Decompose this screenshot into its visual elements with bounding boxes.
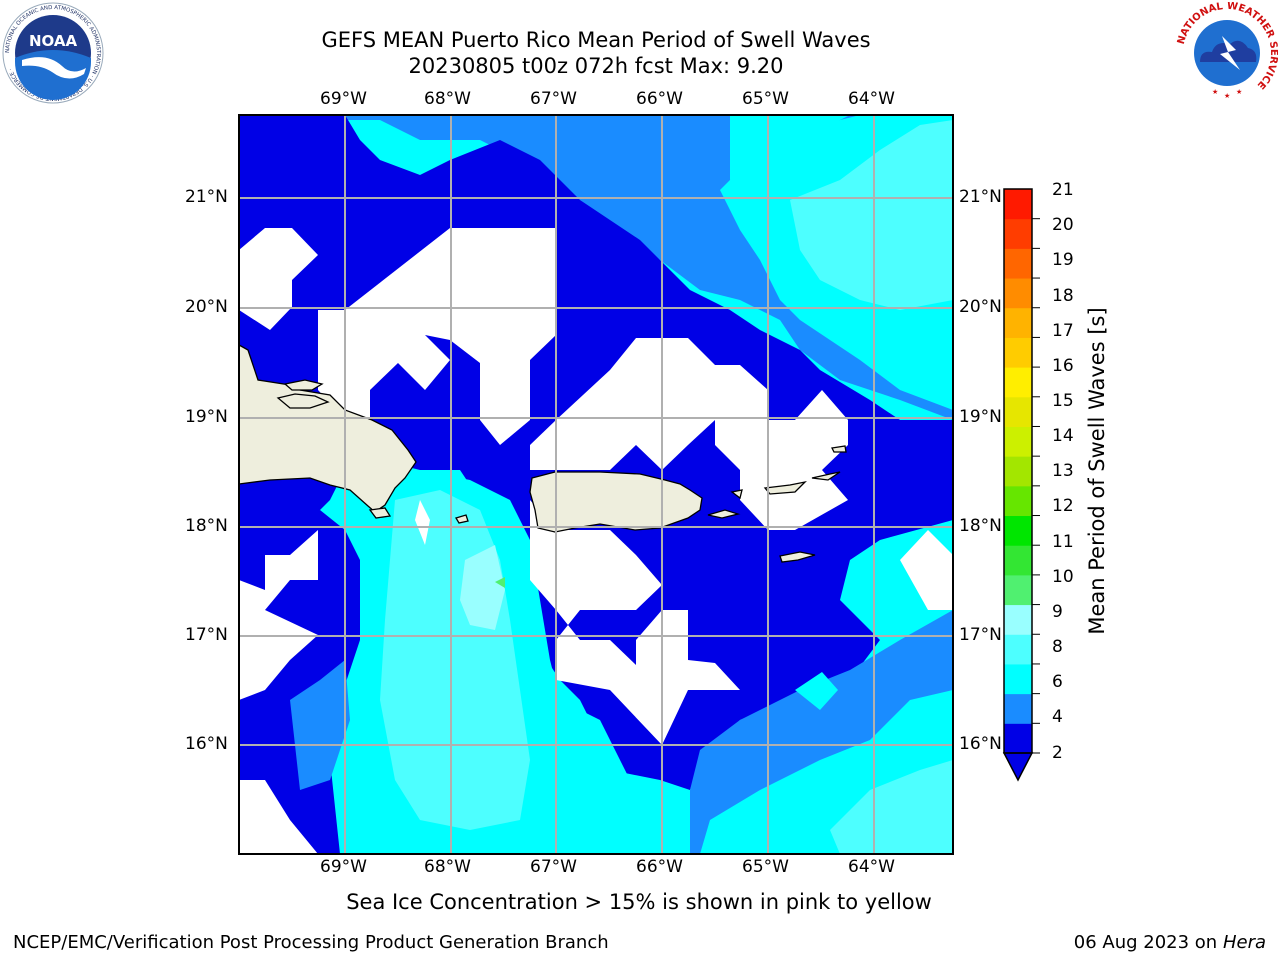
colorbar-tick: 2 bbox=[1052, 743, 1063, 763]
lat-label-right-17: 17°N bbox=[959, 625, 1002, 645]
colorbar-tick: 14 bbox=[1052, 426, 1074, 446]
colorbar-segment bbox=[1004, 426, 1032, 457]
tortuga bbox=[276, 393, 330, 409]
footer-branch: NCEP/EMC/Verification Post Processing Pr… bbox=[13, 932, 609, 953]
colorbar-segment bbox=[1004, 218, 1032, 249]
hispaniola-north-islet bbox=[283, 379, 324, 391]
lon-label-top-67: 67°W bbox=[530, 89, 577, 109]
colorbar-label: Mean Period of Swell Waves [s] bbox=[1085, 307, 1109, 635]
colorbar-segment bbox=[1004, 574, 1032, 606]
lat-label-left-17: 17°N bbox=[185, 625, 228, 645]
colorbar-segment bbox=[1004, 456, 1032, 487]
colorbar-segment bbox=[1004, 367, 1032, 398]
colorbar-frame bbox=[1003, 188, 1033, 754]
colorbar-tick: 20 bbox=[1052, 215, 1074, 235]
colorbar-segment bbox=[1004, 663, 1032, 695]
colorbar-tick: 15 bbox=[1052, 391, 1074, 411]
colorbar-segment bbox=[1004, 337, 1032, 368]
field-4-6-west bbox=[290, 660, 350, 790]
lon-label-bottom-68: 68°W bbox=[424, 857, 471, 877]
footer-date-text: 06 Aug 2023 on bbox=[1073, 932, 1218, 953]
map-subtitle: 20230805 t00z 072h fcst Max: 9.20 bbox=[408, 54, 784, 78]
lon-label-bottom-69: 69°W bbox=[320, 857, 367, 877]
svg-text:★: ★ bbox=[1236, 88, 1242, 96]
colorbar-segment bbox=[1004, 604, 1032, 635]
map-title: GEFS MEAN Puerto Rico Mean Period of Swe… bbox=[321, 28, 871, 52]
lon-label-top-69: 69°W bbox=[320, 89, 367, 109]
sombrero-islet bbox=[831, 445, 847, 453]
lat-label-left-18: 18°N bbox=[185, 516, 228, 536]
anegada bbox=[811, 471, 841, 481]
lat-label-right-16: 16°N bbox=[959, 734, 1002, 754]
lon-label-bottom-65: 65°W bbox=[742, 857, 789, 877]
lat-label-right-18: 18°N bbox=[959, 516, 1002, 536]
colorbar-extend-arrow bbox=[1002, 752, 1034, 782]
lat-label-right-20: 20°N bbox=[959, 297, 1002, 317]
colorbar-tick: 10 bbox=[1052, 567, 1074, 587]
lat-label-left-16: 16°N bbox=[185, 734, 228, 754]
vieques bbox=[707, 509, 741, 519]
colorbar-segment bbox=[1004, 515, 1032, 546]
noaa-text: NOAA bbox=[29, 32, 78, 50]
colorbar-segment bbox=[1004, 693, 1032, 724]
colorbar-segment bbox=[1004, 634, 1032, 665]
field-10-12 bbox=[460, 545, 505, 630]
colorbar-tick: 9 bbox=[1052, 602, 1063, 622]
lon-label-bottom-67: 67°W bbox=[530, 857, 577, 877]
lat-label-right-19: 19°N bbox=[959, 407, 1002, 427]
swell-period-field bbox=[239, 115, 953, 854]
nws-logo: NATIONAL WEATHER SERVICE ★ ★ ★ bbox=[1176, 2, 1278, 103]
lat-label-left-19: 19°N bbox=[185, 407, 228, 427]
st-croix bbox=[779, 551, 816, 563]
colorbar-segment bbox=[1004, 545, 1032, 576]
colorbar-tick: 21 bbox=[1052, 180, 1074, 200]
lon-label-top-65: 65°W bbox=[742, 89, 789, 109]
lat-label-right-21: 21°N bbox=[959, 187, 1002, 207]
land-areas bbox=[239, 344, 847, 563]
field-8-10-ne bbox=[790, 120, 953, 310]
colorbar-segment bbox=[1004, 485, 1032, 517]
colorbar-tick: 6 bbox=[1052, 672, 1063, 692]
colorbar-tick: 19 bbox=[1052, 250, 1074, 270]
field-8-10-se bbox=[830, 760, 953, 854]
colorbar-tick: 12 bbox=[1052, 496, 1074, 516]
colorbar-segment bbox=[1004, 278, 1032, 309]
footer-date: 06 Aug 2023 on Hera bbox=[1074, 932, 1266, 953]
mona-island bbox=[455, 514, 469, 524]
colorbar-tick: 8 bbox=[1052, 637, 1063, 657]
colorbar-segment bbox=[1004, 248, 1032, 279]
lon-label-bottom-64: 64°W bbox=[848, 857, 895, 877]
lon-label-top-68: 68°W bbox=[424, 89, 471, 109]
field-max-spot bbox=[495, 577, 505, 588]
svg-text:★: ★ bbox=[1224, 92, 1230, 100]
svg-text:★: ★ bbox=[1212, 88, 1218, 96]
colorbar-tick: 16 bbox=[1052, 356, 1074, 376]
virgin-islands bbox=[763, 480, 807, 495]
sea-ice-note: Sea Ice Concentration > 15% is shown in … bbox=[346, 890, 932, 914]
gridlines bbox=[239, 115, 953, 854]
noaa-logo: NATIONAL OCEANIC AND ATMOSPHERIC ADMINIS… bbox=[2, 2, 104, 104]
colorbar-tick: 18 bbox=[1052, 286, 1074, 306]
colorbar bbox=[1004, 189, 1040, 754]
lat-label-left-20: 20°N bbox=[185, 297, 228, 317]
lon-label-bottom-66: 66°W bbox=[636, 857, 683, 877]
colorbar-tick: 4 bbox=[1052, 707, 1063, 727]
colorbar-tick: 11 bbox=[1052, 532, 1074, 552]
colorbar-segment bbox=[1004, 723, 1032, 754]
field-6-8-spot bbox=[795, 672, 838, 710]
colorbar-segment bbox=[1004, 396, 1032, 427]
saona bbox=[368, 507, 392, 519]
colorbar-segment bbox=[1004, 307, 1032, 338]
map-frame bbox=[238, 114, 954, 855]
culebra bbox=[730, 489, 743, 500]
lon-label-top-64: 64°W bbox=[848, 89, 895, 109]
lon-label-top-66: 66°W bbox=[636, 89, 683, 109]
colorbar-tick: 17 bbox=[1052, 321, 1074, 341]
colorbar-tick: 13 bbox=[1052, 461, 1074, 481]
footer-machine: Hera bbox=[1222, 932, 1266, 953]
colorbar-segment bbox=[1004, 189, 1032, 220]
lat-label-left-21: 21°N bbox=[185, 187, 228, 207]
